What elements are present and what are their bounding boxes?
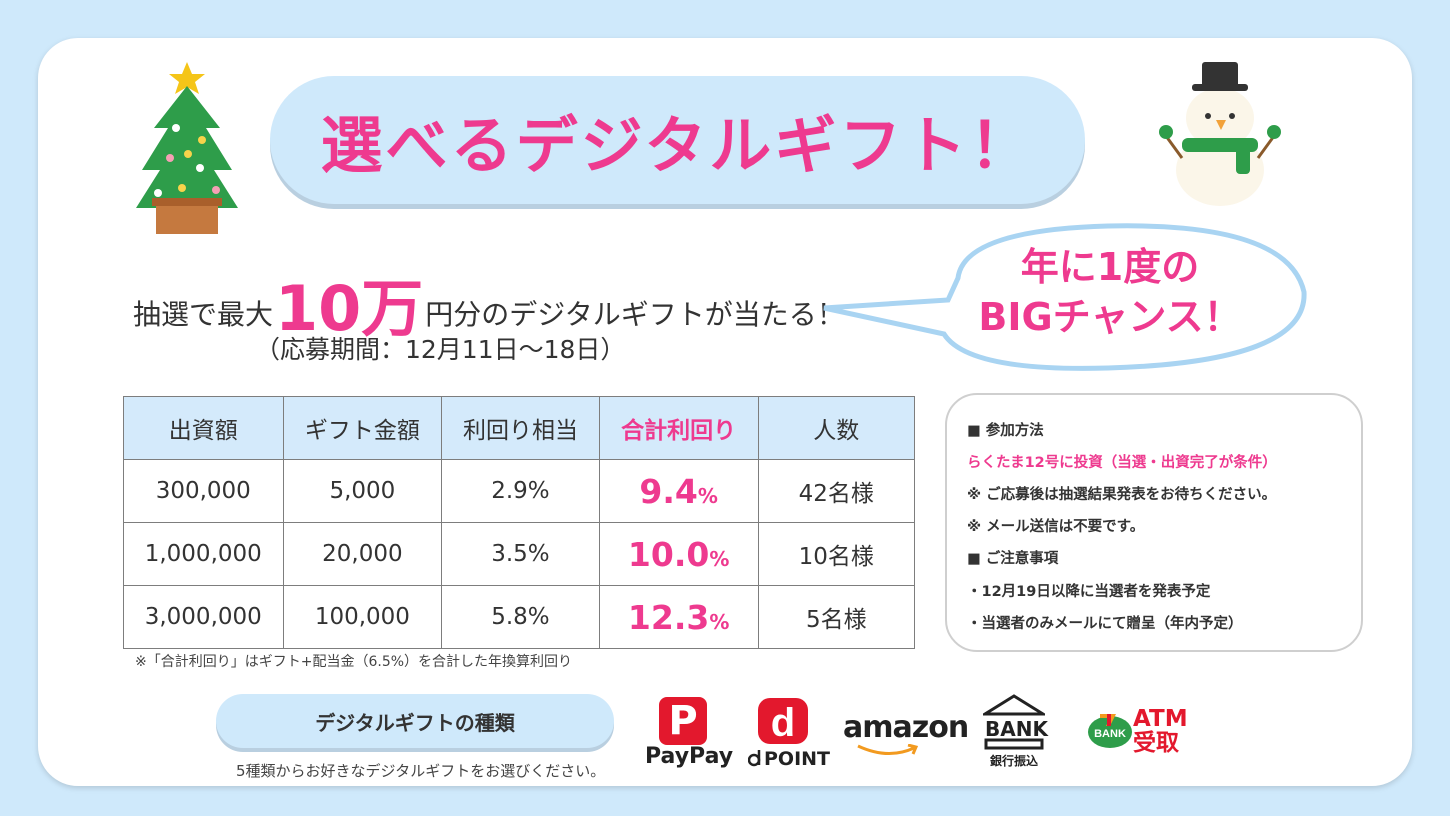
snowman-illustration [1159,62,1281,206]
christmas-tree-illustration [136,62,238,234]
total-yield-unit: % [709,609,730,634]
gift-types-subtext: 5種類からお好きなデジタルギフトをお選びください。 [236,762,606,780]
total-yield-unit: % [709,546,730,571]
headline-prefix: 抽選で最大 [133,298,274,331]
table-row: 3,000,000 100,000 5.8% 12.3% 5名様 [123,585,916,649]
total-yield-value: 10.0 [627,534,710,574]
info-line: ※ メール送信は不要です。 [967,519,1145,535]
headline-suffix: 円分のデジタルギフトが当たる！ [425,298,845,331]
info-heading-notes: ■ ご注意事項 [967,551,1059,567]
info-heading-participation: ■ 参加方法 [967,423,1044,439]
bubble-line1: 年に1度の [1020,245,1200,289]
cell-total-yield: 10.0% [598,522,759,586]
gift-types-label-text: デジタルギフトの種類 [315,710,515,735]
total-yield-value: 9.4 [639,471,698,511]
cell-investment: 1,000,000 [123,522,284,586]
dpoint-logo-text: POINT [764,748,831,770]
seven-bank-badge-text: BANK [1094,728,1126,740]
headline-amount: 10万 [275,272,424,345]
table-footnote: ※「合計利回り」はギフト+配当金（6.5%）を合計した年換算利回り [135,654,573,670]
atm-pickup-text: ATM 受取 [1133,707,1188,755]
headline: 抽選で最大10万円分のデジタルギフトが当たる！ [133,258,845,348]
header-winners: 人数 [757,396,916,460]
cell-total-yield: 9.4% [598,459,759,523]
cell-investment: 3,000,000 [123,585,284,649]
gift-types-label: デジタルギフトの種類 [216,694,614,748]
seven-bank-icon: BANK [1088,714,1132,748]
info-box: ■ 参加方法 らくたま12号に投資（当選・出資完了が条件） ※ ご応募後は抽選結… [945,393,1363,652]
dpoint-icon: d [758,698,808,745]
header-total-yield: 合計利回り [598,396,759,460]
title-banner: 選べるデジタルギフト！ [270,76,1085,204]
info-line: ・当選者のみメールにて贈呈（年内予定） [967,616,1243,632]
table-header-row: 出資額 ギフト金額 利回り相当 合計利回り 人数 [123,396,916,460]
cell-gift: 100,000 [282,585,443,649]
prize-table: 出資額 ギフト金額 利回り相当 合計利回り 人数 300,000 5,000 2… [123,396,916,649]
paypay-icon: P [659,697,707,745]
paypay-mark: P [668,698,698,744]
total-yield-value: 12.3 [627,597,710,637]
cell-investment: 300,000 [123,459,284,523]
info-participation-condition: らくたま12号に投資（当選・出資完了が条件） [967,455,1277,471]
cell-total-yield: 12.3% [598,585,759,649]
header-gift: ギフト金額 [282,396,443,460]
big-chance-text: 年に1度の BIGチャンス！ [960,242,1260,342]
header-investment: 出資額 [123,396,284,460]
application-period: （応募期間：12月11日〜18日） [255,335,626,364]
dpoint-mark: d [771,701,795,745]
cell-winners: 42名様 [757,459,916,523]
bank-icon [983,694,1045,750]
atm-receive-label: 受取 [1133,730,1179,756]
paypay-logo-text: PayPay [645,744,734,769]
amazon-smile-icon [857,744,919,755]
cell-gift: 5,000 [282,459,443,523]
atm-label: ATM [1133,706,1188,732]
header-yield: 利回り相当 [441,396,600,460]
bank-logo-text: BANK [985,717,1048,741]
bubble-line2: BIGチャンス！ [978,295,1242,339]
cell-winners: 5名様 [757,585,916,649]
amazon-logo-text: amazon [843,710,969,745]
table-row: 1,000,000 20,000 3.5% 10.0% 10名様 [123,522,916,586]
cell-yield: 2.9% [441,459,600,523]
bank-transfer-text: 銀行振込 [989,754,1038,768]
speech-bubble [823,223,1307,371]
total-yield-unit: % [697,483,718,508]
cell-yield: 5.8% [441,585,600,649]
cell-gift: 20,000 [282,522,443,586]
table-row: 300,000 5,000 2.9% 9.4% 42名様 [123,459,916,523]
info-line: ※ ご応募後は抽選結果発表をお待ちください。 [967,487,1277,503]
cell-yield: 3.5% [441,522,600,586]
dpoint-small-d-icon [748,750,761,767]
info-line: ・12月19日以降に当選者を発表予定 [967,584,1211,600]
cell-winners: 10名様 [757,522,916,586]
page-title: 選べるデジタルギフト！ [320,109,1035,182]
